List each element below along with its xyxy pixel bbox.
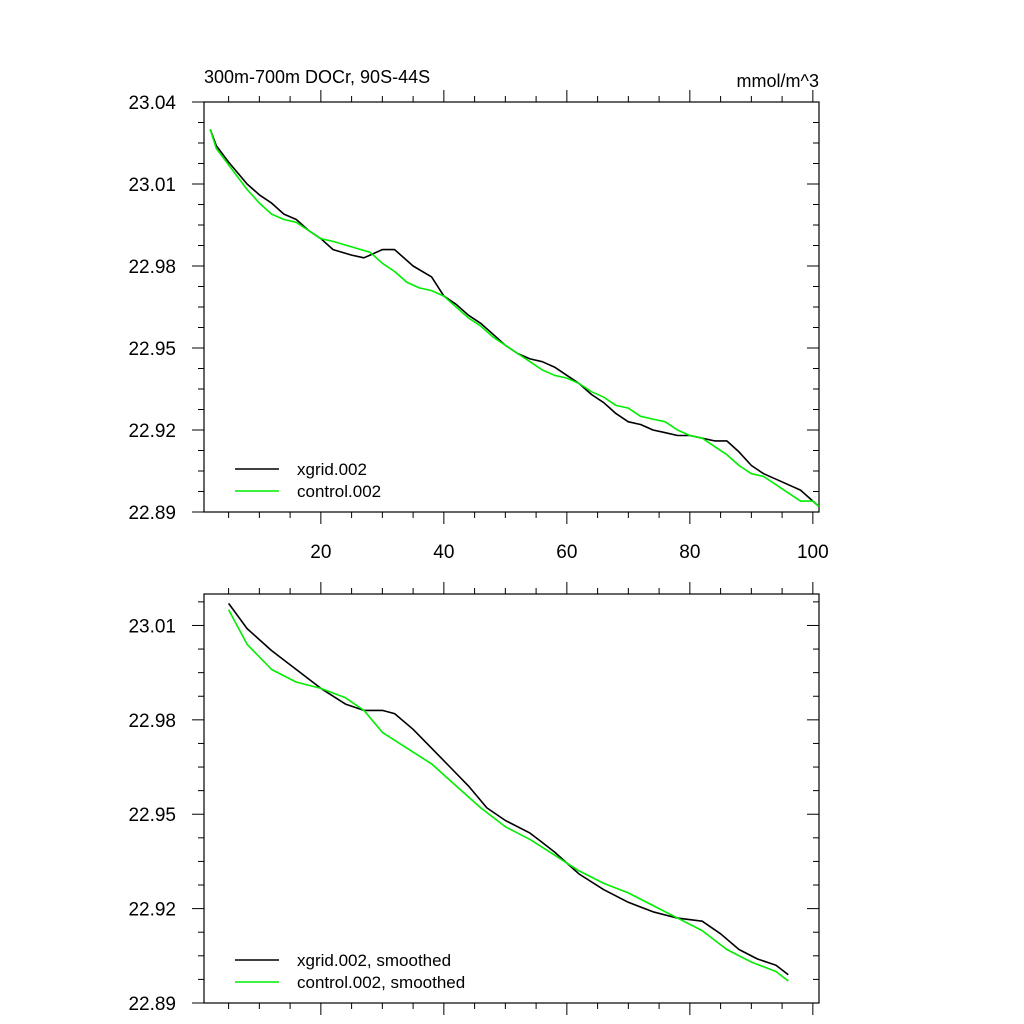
y-tick-label: 23.01	[128, 175, 176, 196]
y-tick-label: 22.92	[128, 900, 176, 921]
x-tick-label: 100	[797, 542, 829, 563]
plot-frame	[203, 101, 820, 513]
x-tick-label: 60	[556, 542, 577, 563]
y-tick-label: 22.98	[128, 711, 176, 732]
x-tick-label: 20	[310, 542, 331, 563]
series-line-1	[209, 129, 820, 508]
chart-title: 300m-700m DOCr, 90S-44S	[204, 67, 430, 87]
y-tick-label: 22.89	[128, 503, 176, 524]
y-tick-label: 22.98	[128, 257, 176, 278]
y-tick-label: 22.89	[128, 994, 176, 1015]
series-line-0	[227, 602, 789, 976]
x-tick-label: 40	[433, 542, 454, 563]
plot-frame	[203, 593, 820, 1004]
legend-label: xgrid.002	[297, 460, 367, 479]
bottom-panel: 22.89 22.92 22.95 22.98 23.01 xgrid.002, smoo…	[128, 582, 820, 1015]
legend-label: control.002	[297, 482, 381, 501]
top-panel: 20 40 60 80 100 22.89 22.92 22.95 22.98 23.01 23.0…	[128, 67, 828, 563]
units-label: mmol/m^3	[737, 71, 819, 91]
x-tick-label: 80	[679, 542, 700, 563]
legend-label: xgrid.002, smoothed	[297, 951, 451, 970]
y-tick-label: 22.92	[128, 421, 176, 442]
y-tick-label: 23.01	[128, 616, 176, 637]
series-line-1	[227, 609, 789, 982]
y-tick-label: 23.04	[128, 93, 176, 114]
series-line-0	[209, 129, 820, 508]
legend-label: control.002, smoothed	[297, 973, 465, 992]
y-tick-label: 22.95	[128, 805, 176, 826]
y-tick-label: 22.95	[128, 339, 176, 360]
